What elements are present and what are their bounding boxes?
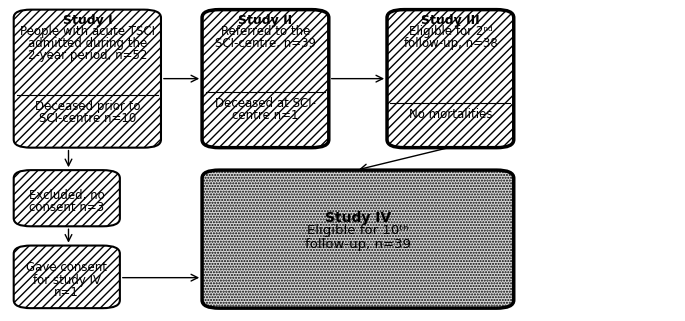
Text: admitted during the: admitted during the (27, 37, 147, 50)
Text: Study II: Study II (238, 14, 292, 27)
Text: SCI-centre, n=39: SCI-centre, n=39 (215, 37, 316, 50)
Text: consent n=3: consent n=3 (29, 202, 104, 214)
Text: for study IV: for study IV (33, 273, 101, 287)
FancyBboxPatch shape (14, 170, 120, 226)
Text: No mortalities: No mortalities (409, 108, 492, 121)
FancyBboxPatch shape (14, 10, 161, 148)
Text: Gave consent: Gave consent (26, 261, 108, 274)
Text: Referred to the: Referred to the (221, 25, 310, 38)
Text: SCI-centre n=10: SCI-centre n=10 (39, 112, 136, 125)
Text: Study IV: Study IV (325, 211, 391, 225)
Text: People with acute TSCI: People with acute TSCI (20, 25, 155, 38)
Text: Eligible for 10ᵗʰ: Eligible for 10ᵗʰ (307, 224, 409, 237)
Text: follow-up, n=39: follow-up, n=39 (305, 238, 411, 251)
Text: n=1: n=1 (54, 286, 79, 299)
Text: centre n=1: centre n=1 (232, 109, 299, 122)
Text: Study III: Study III (421, 14, 479, 27)
FancyBboxPatch shape (387, 10, 514, 148)
FancyBboxPatch shape (202, 10, 329, 148)
Text: Eligible for 2ⁿᵈ: Eligible for 2ⁿᵈ (408, 25, 493, 38)
Text: Study I: Study I (62, 14, 112, 27)
FancyBboxPatch shape (202, 170, 514, 308)
Text: follow-up, n=38: follow-up, n=38 (403, 37, 497, 50)
Text: Deceased prior to: Deceased prior to (34, 100, 140, 113)
Text: 2-year period, n=52: 2-year period, n=52 (27, 49, 147, 62)
Text: Deceased at SCI-: Deceased at SCI- (215, 97, 316, 110)
Text: Excluded, no: Excluded, no (29, 189, 105, 202)
FancyBboxPatch shape (14, 246, 120, 308)
